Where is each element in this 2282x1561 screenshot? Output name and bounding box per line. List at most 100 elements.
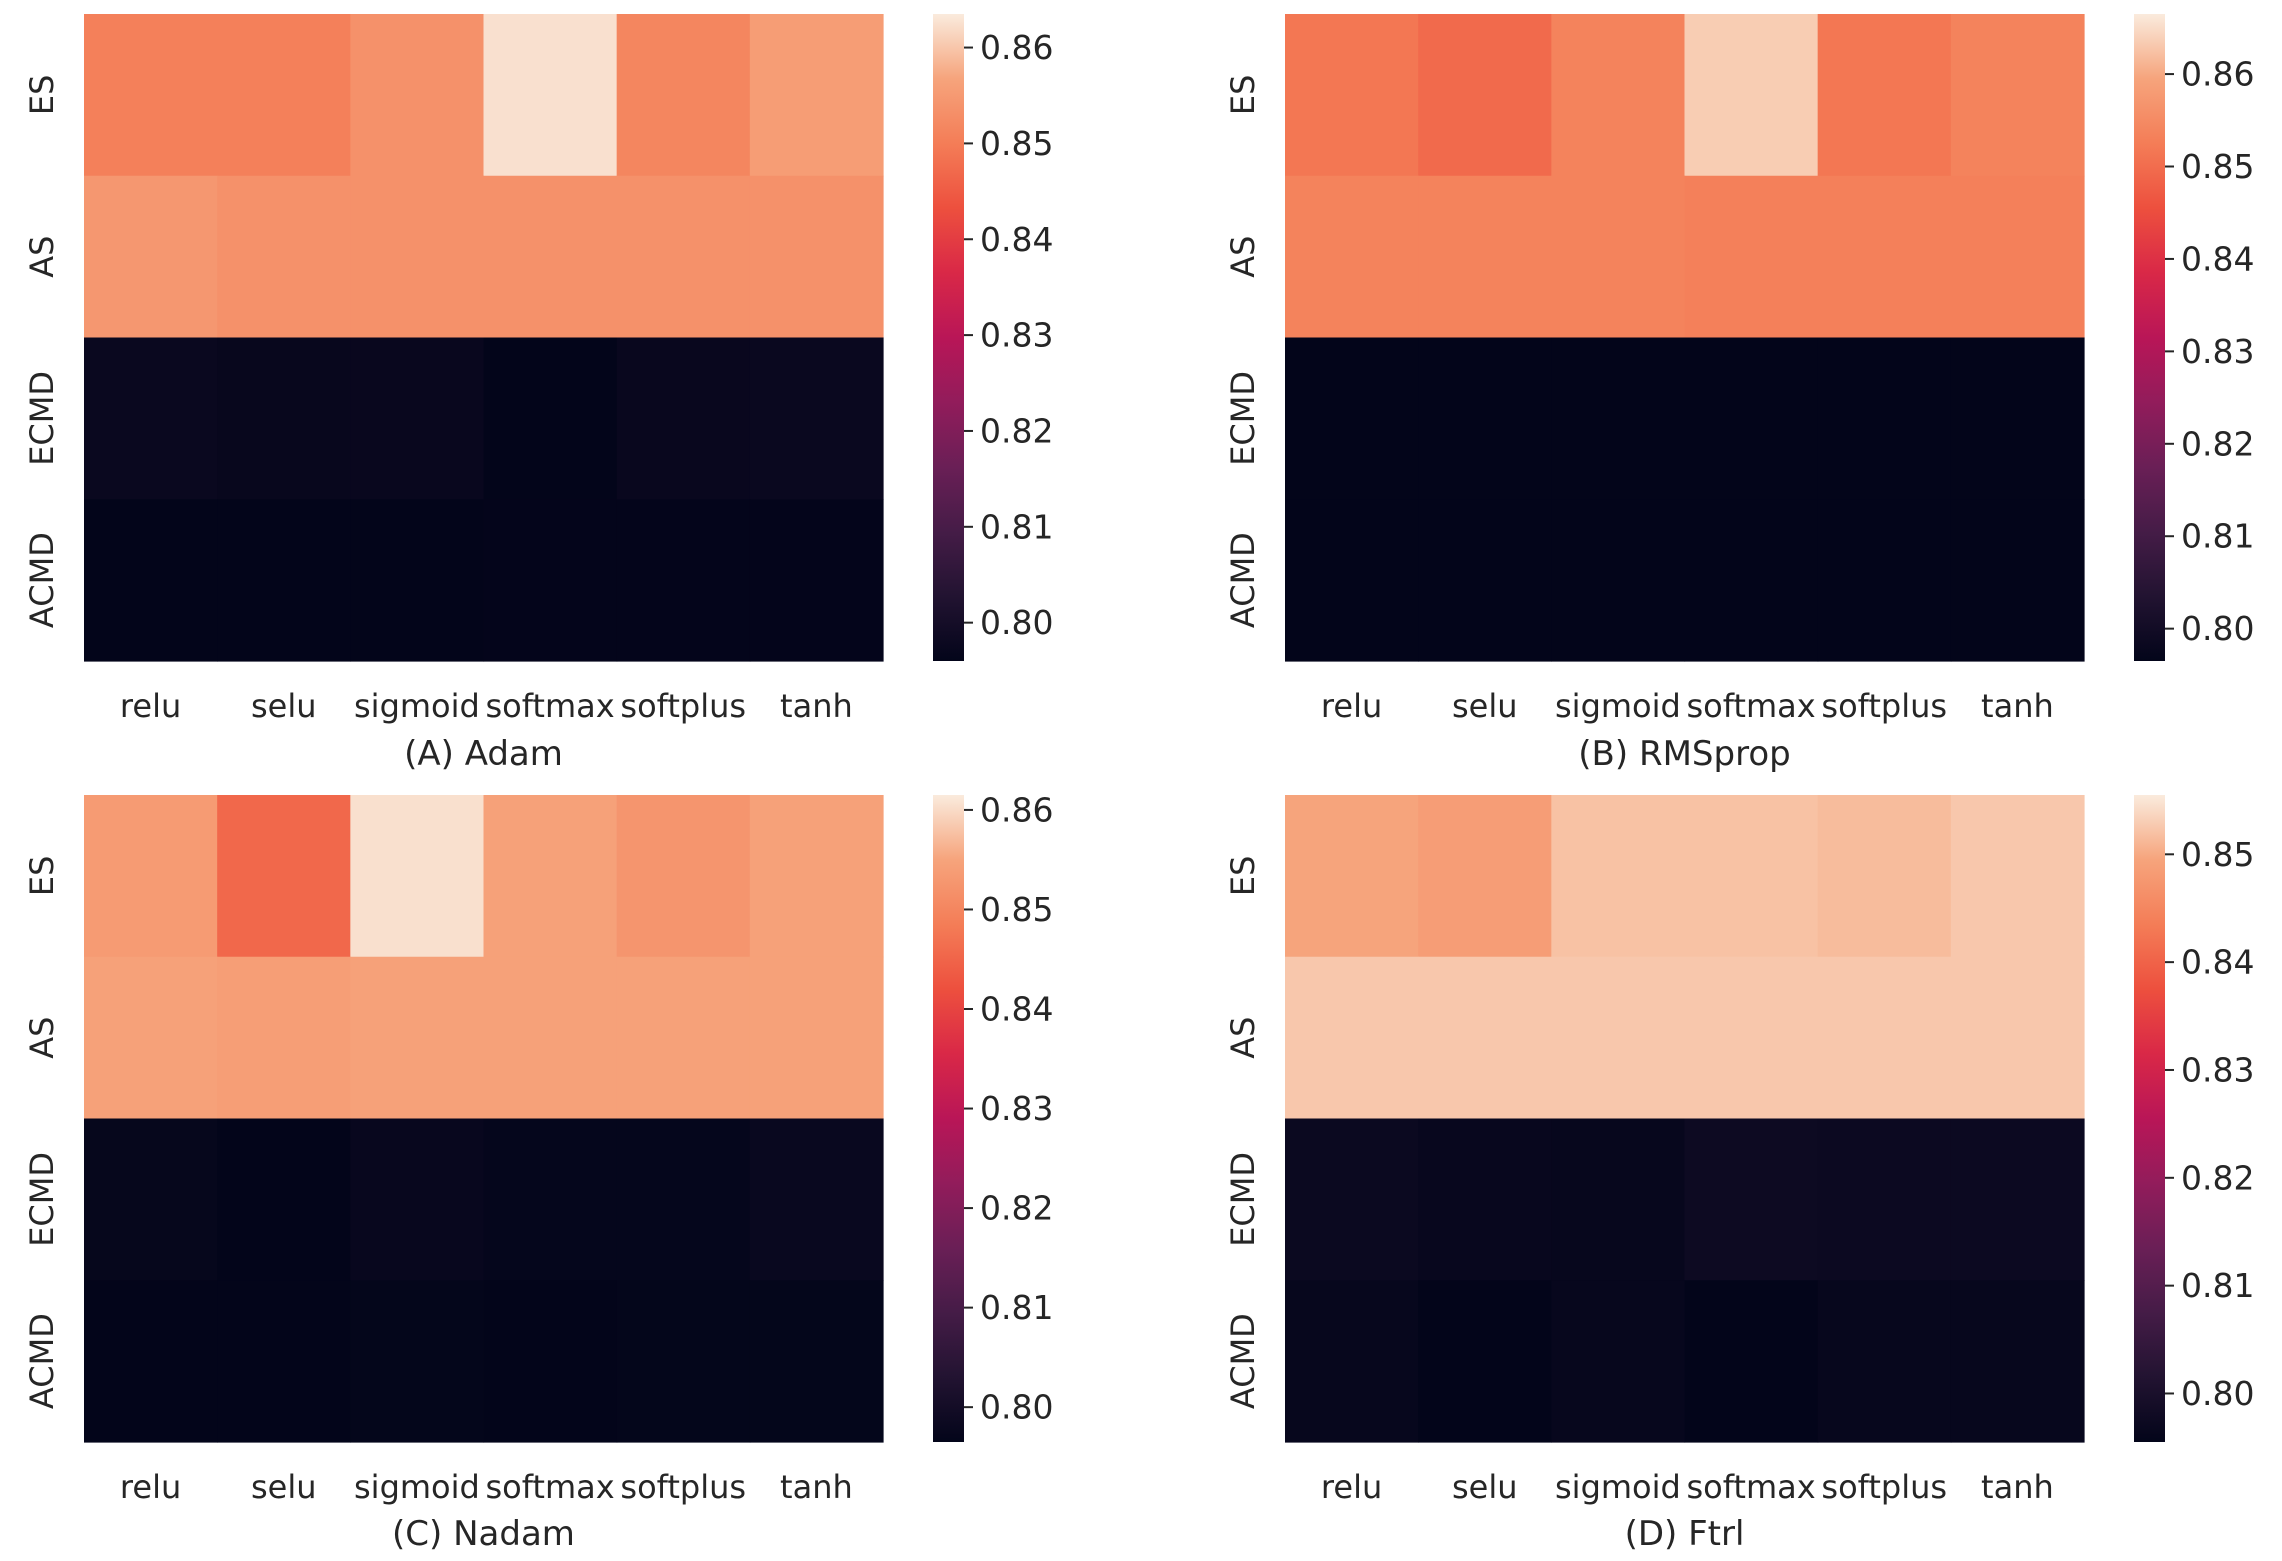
heatmap-cell xyxy=(749,499,884,662)
colorbar: 0.80 0.81 0.82 0.83 0.84 0.85 xyxy=(2134,795,2254,1442)
heatmap-cell xyxy=(1551,14,1686,177)
x-tick-label: relu xyxy=(120,687,181,725)
panel-caption: (C) Nadam xyxy=(392,1514,575,1554)
x-axis-labels: relu selu sigmoid softmax softplus tanh xyxy=(1321,1468,2054,1506)
heatmap-cell xyxy=(483,175,618,339)
heatmap-cell xyxy=(1684,175,1819,339)
heatmap-cell xyxy=(749,14,884,177)
heatmap-cell xyxy=(84,499,218,662)
y-tick-label: ACMD xyxy=(1224,532,1262,628)
colorbar-tick-label: 0.85 xyxy=(980,124,1053,163)
colorbar-gradient xyxy=(2134,795,2165,1442)
x-tick-label: selu xyxy=(251,687,317,725)
heatmap-cell xyxy=(1950,1280,2085,1443)
heatmap-cell xyxy=(1285,795,1419,958)
y-axis-labels: ES AS ECMD ACMD xyxy=(1224,856,1262,1409)
heatmap-cell xyxy=(1950,795,2085,958)
x-tick-label: relu xyxy=(1321,1468,1382,1506)
heatmap-cell xyxy=(1418,499,1552,662)
heatmap-cells xyxy=(84,795,884,1443)
colorbar-tick-label: 0.86 xyxy=(980,28,1053,67)
heatmap-cell xyxy=(1285,337,1419,500)
heatmap-cell xyxy=(217,956,351,1120)
heatmap-cell xyxy=(84,337,218,500)
heatmap-cell xyxy=(350,1280,485,1443)
colorbar: 0.80 0.81 0.82 0.83 0.84 0.85 0.86 xyxy=(2134,14,2254,661)
heatmap-cell xyxy=(749,175,884,339)
colorbar-tick-label: 0.84 xyxy=(2181,943,2254,982)
heatmap-cell xyxy=(1551,956,1686,1120)
colorbar: 0.80 0.81 0.82 0.83 0.84 0.85 0.86 xyxy=(933,14,1053,661)
y-tick-label: ES xyxy=(1224,856,1262,897)
heatmap-cell xyxy=(1950,956,2085,1120)
x-tick-label: selu xyxy=(251,1468,317,1506)
colorbar-tick-label: 0.82 xyxy=(980,1189,1053,1228)
heatmap-cell xyxy=(616,1118,751,1281)
heatmap-cell xyxy=(1817,499,1952,662)
panel-caption: (B) RMSprop xyxy=(1578,734,1790,774)
y-tick-label: ECMD xyxy=(23,1152,61,1247)
colorbar-tick-label: 0.81 xyxy=(980,507,1053,546)
heatmap-cell xyxy=(217,499,351,662)
colorbar-gradient xyxy=(933,14,964,661)
x-tick-label: selu xyxy=(1452,687,1518,725)
heatmap-cell xyxy=(350,795,485,958)
heatmap-panel-rmsprop: ES AS ECMD ACMD relu selu sigmoid softma… xyxy=(1224,14,2254,774)
heatmap-panel-adam: ES AS ECMD ACMD relu selu sigmoid softma… xyxy=(23,14,1053,774)
x-tick-label: tanh xyxy=(780,1468,853,1506)
colorbar-tick-label: 0.81 xyxy=(980,1288,1053,1327)
colorbar-tick-label: 0.81 xyxy=(2181,1266,2254,1305)
heatmap-cell xyxy=(1684,1280,1819,1443)
heatmap-cell xyxy=(1551,795,1686,958)
heatmap-cell xyxy=(1817,956,1952,1120)
heatmap-cell xyxy=(217,14,351,177)
colorbar-tick-label: 0.82 xyxy=(2181,424,2254,463)
heatmap-cell xyxy=(1684,499,1819,662)
y-tick-label: ACMD xyxy=(1224,1313,1262,1409)
heatmap-cell xyxy=(616,499,751,662)
heatmap-cell xyxy=(1950,175,2085,339)
heatmap-cell xyxy=(616,14,751,177)
colorbar-tick-label: 0.82 xyxy=(980,411,1053,450)
x-tick-label: relu xyxy=(1321,687,1382,725)
heatmap-cell xyxy=(1285,956,1419,1120)
colorbar-tick-label: 0.80 xyxy=(2181,1374,2254,1413)
colorbar: 0.80 0.81 0.82 0.83 0.84 0.85 0.86 xyxy=(933,790,1053,1442)
x-tick-label: softmax xyxy=(485,1468,614,1506)
x-tick-label: softplus xyxy=(620,1468,746,1506)
heatmap-cell xyxy=(483,1118,618,1281)
heatmap-cell xyxy=(350,499,485,662)
heatmap-cell xyxy=(616,795,751,958)
y-tick-label: ECMD xyxy=(23,371,61,466)
colorbar-tick-label: 0.85 xyxy=(2181,835,2254,874)
heatmap-cell xyxy=(616,175,751,339)
heatmap-cell xyxy=(483,337,618,500)
heatmap-cell xyxy=(1950,499,2085,662)
heatmap-cell xyxy=(1418,795,1552,958)
heatmap-cell xyxy=(217,1118,351,1281)
colorbar-gradient xyxy=(2134,14,2165,661)
x-tick-label: softmax xyxy=(1686,687,1815,725)
heatmap-cell xyxy=(217,337,351,500)
heatmap-panel-ftrl: ES AS ECMD ACMD relu selu sigmoid softma… xyxy=(1224,795,2254,1554)
heatmap-cell xyxy=(483,14,618,177)
heatmap-cell xyxy=(1551,499,1686,662)
heatmap-cell xyxy=(1285,175,1419,339)
heatmap-cell xyxy=(1817,175,1952,339)
x-tick-label: tanh xyxy=(1981,1468,2054,1506)
x-tick-label: relu xyxy=(120,1468,181,1506)
heatmap-cell xyxy=(1285,1280,1419,1443)
heatmap-cell xyxy=(1684,956,1819,1120)
heatmap-cell xyxy=(1684,795,1819,958)
x-tick-label: softmax xyxy=(1686,1468,1815,1506)
y-tick-label: ECMD xyxy=(1224,1152,1262,1247)
x-tick-label: sigmoid xyxy=(354,687,480,725)
heatmap-cell xyxy=(1684,14,1819,177)
heatmap-cell xyxy=(1418,14,1552,177)
heatmap-cell xyxy=(1817,1280,1952,1443)
colorbar-ticks: 0.80 0.81 0.82 0.83 0.84 0.85 0.86 xyxy=(964,28,1053,642)
x-tick-label: softmax xyxy=(485,687,614,725)
heatmap-cell xyxy=(1551,337,1686,500)
heatmap-cell xyxy=(84,1118,218,1281)
